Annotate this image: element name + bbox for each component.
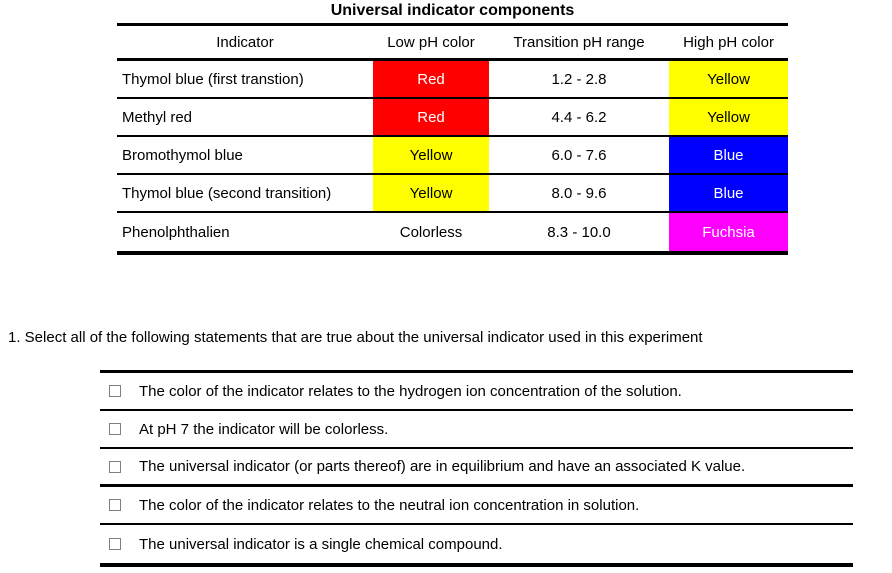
- checkbox[interactable]: [109, 538, 121, 550]
- cell-low-ph-color: Red: [373, 99, 489, 135]
- cell-transition-ph-range: 4.4 - 6.2: [551, 108, 607, 126]
- cell-high-ph-color: Fuchsia: [669, 213, 788, 251]
- checklist-item-label: At pH 7 the indicator will be colorless.: [139, 420, 389, 438]
- cell-indicator-name: Bromothymol blue: [122, 146, 243, 164]
- checklist-item-label: The color of the indicator relates to th…: [139, 382, 682, 400]
- table-title: Universal indicator components: [330, 2, 575, 19]
- checklist-item[interactable]: The universal indicator is a single chem…: [100, 525, 853, 563]
- cell-low-ph-color: Red: [373, 61, 489, 97]
- cell-transition-ph-range: 1.2 - 2.8: [551, 70, 607, 88]
- checkbox[interactable]: [109, 499, 121, 511]
- checklist-item[interactable]: The color of the indicator relates to th…: [100, 373, 853, 411]
- checkbox[interactable]: [109, 460, 121, 473]
- table-row: Methyl red Red 4.4 - 6.2 Yellow: [117, 99, 788, 137]
- checklist-item-label: The universal indicator is a single chem…: [139, 535, 503, 553]
- table-header-row: Indicator Low pH color Transition pH ran…: [117, 26, 788, 61]
- question-text: 1. Select all of the following statement…: [8, 329, 703, 346]
- checklist-item[interactable]: At pH 7 the indicator will be colorless.: [100, 411, 853, 449]
- cell-indicator-name: Phenolphthalien: [122, 223, 230, 241]
- cell-transition-ph-range: 6.0 - 7.6: [551, 146, 607, 164]
- indicator-table-section: Universal indicator components Indicator…: [117, 2, 788, 255]
- table-row: Phenolphthalien Colorless 8.3 - 10.0 Fuc…: [117, 213, 788, 251]
- cell-transition-ph-range: 8.0 - 9.6: [551, 184, 607, 202]
- checkbox[interactable]: [109, 385, 121, 397]
- cell-indicator-name: Thymol blue (second transition): [122, 184, 332, 202]
- cell-high-ph-color: Blue: [669, 175, 788, 211]
- universal-indicator-table: Indicator Low pH color Transition pH ran…: [117, 23, 788, 255]
- cell-indicator-name: Thymol blue (first transtion): [122, 70, 304, 88]
- cell-indicator-name: Methyl red: [122, 108, 193, 126]
- table-row: Thymol blue (first transtion) Red 1.2 - …: [117, 61, 788, 99]
- checklist-item[interactable]: The color of the indicator relates to th…: [100, 487, 853, 525]
- cell-high-ph-color: Yellow: [669, 99, 788, 135]
- cell-high-ph-color: Yellow: [669, 61, 788, 97]
- cell-transition-ph-range: 8.3 - 10.0: [547, 223, 611, 241]
- column-header-low-ph-color: Low pH color: [387, 33, 475, 51]
- checklist-item-label: The color of the indicator relates to th…: [139, 496, 640, 514]
- checklist-item[interactable]: The universal indicator (or parts thereo…: [100, 449, 853, 487]
- cell-high-ph-color: Blue: [669, 137, 788, 173]
- table-row: Thymol blue (second transition) Yellow 8…: [117, 175, 788, 213]
- table-row: Bromothymol blue Yellow 6.0 - 7.6 Blue: [117, 137, 788, 175]
- column-header-high-ph-color: High pH color: [683, 33, 774, 51]
- cell-low-ph-color: Yellow: [373, 137, 489, 173]
- cell-low-ph-color: Yellow: [373, 175, 489, 211]
- cell-low-ph-color: Colorless: [373, 213, 489, 251]
- checklist-item-label: The universal indicator (or parts thereo…: [139, 458, 746, 475]
- checkbox[interactable]: [109, 423, 121, 435]
- column-header-transition-ph-range: Transition pH range: [513, 33, 645, 51]
- column-header-indicator: Indicator: [216, 33, 274, 51]
- answer-checklist: The color of the indicator relates to th…: [100, 370, 853, 567]
